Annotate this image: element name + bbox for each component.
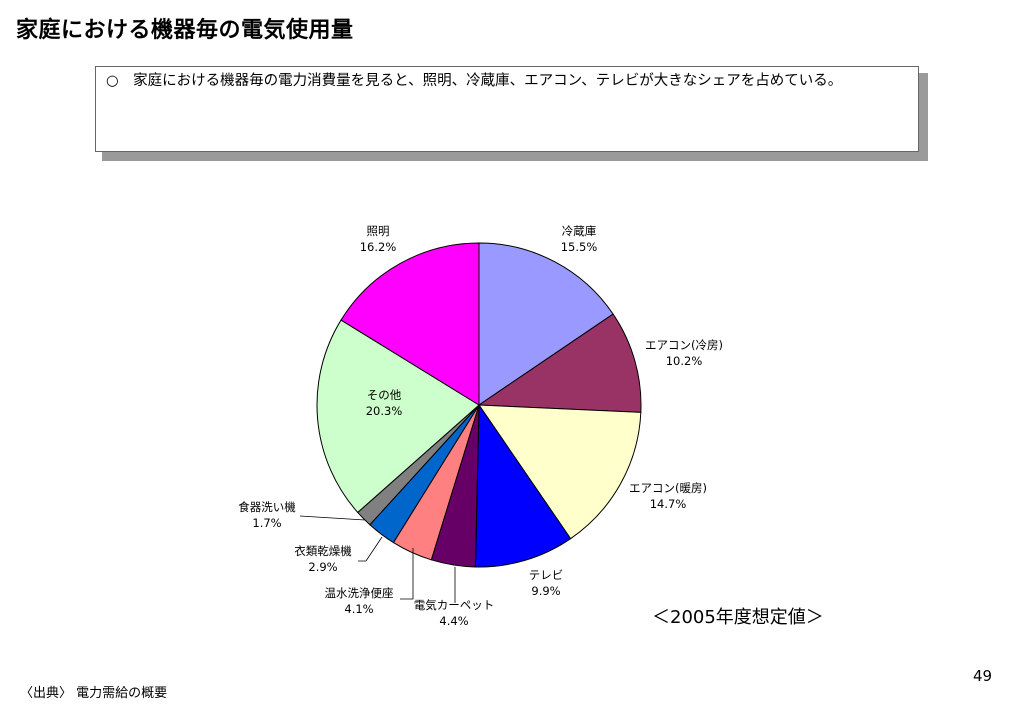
- slice-value-label: 4.4%: [439, 614, 468, 628]
- page-number: 49: [973, 667, 993, 685]
- slice-value-label: 9.9%: [531, 584, 560, 598]
- slice-name-label: 温水洗浄便座: [325, 586, 394, 600]
- pie-slice: [478, 242, 614, 406]
- leader-line: [358, 536, 383, 562]
- pie-slice: [316, 319, 480, 514]
- slice-value-label: 15.5%: [561, 240, 598, 254]
- page-title: 家庭における機器毎の電気使用量: [16, 18, 354, 43]
- pie-slice: [478, 404, 642, 540]
- slice-name-label: テレビ: [529, 568, 564, 582]
- slice-value-label: 20.3%: [366, 404, 403, 418]
- slice-value-label: 16.2%: [360, 240, 397, 254]
- slice-name-label: 食器洗い機: [238, 500, 296, 514]
- slice-value-label: 14.7%: [650, 497, 687, 511]
- leader-line: [299, 515, 366, 521]
- slice-value-label: 1.7%: [252, 516, 281, 530]
- slice-value-label: 4.1%: [344, 602, 373, 616]
- estimate-label: ＜2005年度想定値＞: [652, 607, 824, 628]
- slice-name-label: エアコン(冷房): [645, 338, 723, 352]
- summary-note: ○ 家庭における機器毎の電力消費量を見ると、照明、冷蔵庫、エアコン、テレビが大き…: [95, 66, 919, 152]
- slice-name-label: 照明: [367, 224, 390, 238]
- slice-name-label: 電気カーペット: [414, 598, 495, 612]
- slice-name-label: エアコン(暖房): [629, 481, 707, 495]
- source-citation: 〈出典〉 電力需給の概要: [20, 686, 168, 701]
- leader-line: [400, 548, 414, 600]
- slice-name-label: その他: [367, 388, 402, 402]
- slice-name-label: 冷蔵庫: [562, 224, 597, 238]
- pie-slice: [477, 313, 642, 413]
- slice-name-label: 衣類乾燥機: [294, 544, 352, 558]
- slice-value-label: 10.2%: [666, 354, 703, 368]
- pie-slice: [474, 403, 572, 568]
- slice-value-label: 2.9%: [308, 560, 337, 574]
- pie-slice: [340, 242, 480, 406]
